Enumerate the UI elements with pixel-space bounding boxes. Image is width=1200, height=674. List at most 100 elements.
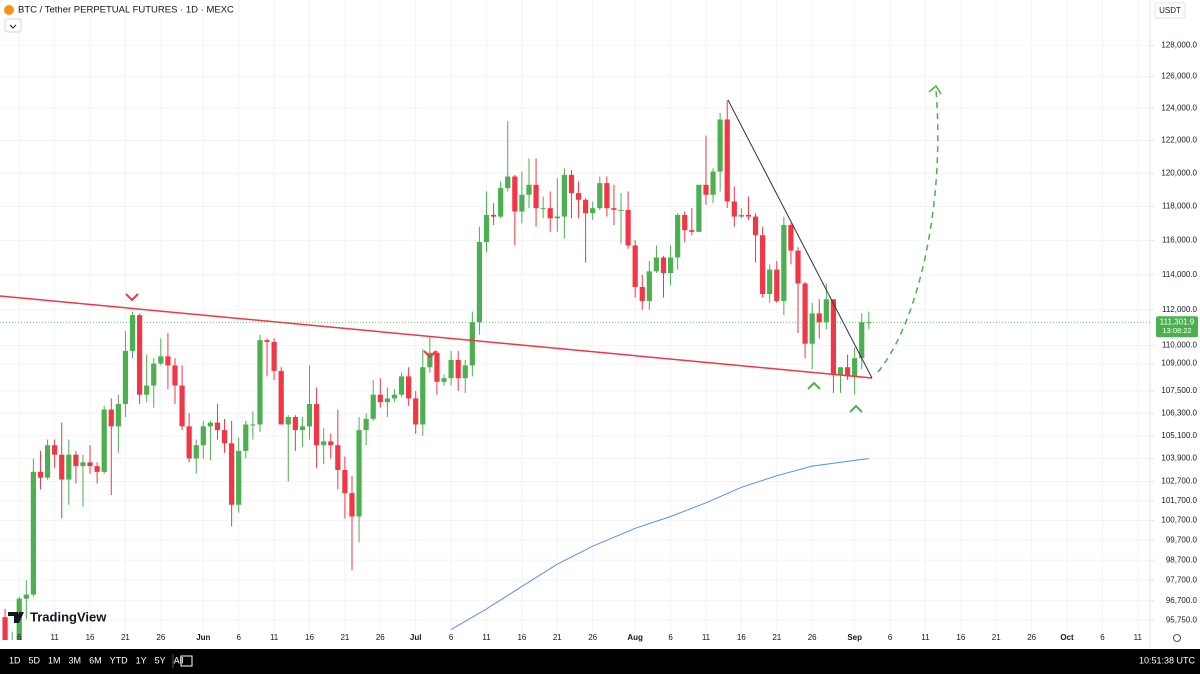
calendar-icon[interactable] bbox=[180, 655, 193, 667]
y-tick-label: 109,000.0 bbox=[1161, 359, 1197, 368]
candle-body bbox=[795, 250, 801, 284]
candle-body bbox=[745, 214, 752, 217]
range-button[interactable]: All bbox=[174, 655, 184, 665]
x-tick-label: 21 bbox=[340, 633, 349, 642]
range-button[interactable]: 5Y bbox=[155, 655, 166, 665]
coin-icon bbox=[4, 5, 14, 15]
candle-body bbox=[519, 194, 525, 212]
candle-body bbox=[207, 422, 213, 427]
currency: USDT bbox=[1159, 6, 1181, 15]
candle-body bbox=[859, 322, 865, 359]
candle-body bbox=[823, 299, 829, 323]
x-tick-label: 16 bbox=[956, 633, 965, 642]
x-tick-label: 11 bbox=[702, 633, 711, 642]
currency-button[interactable] bbox=[1154, 2, 1186, 19]
candle-body bbox=[802, 283, 808, 344]
x-tick-label: 11 bbox=[1134, 633, 1143, 642]
candle-body bbox=[703, 184, 709, 195]
candle-body bbox=[667, 257, 674, 274]
candle-body bbox=[483, 214, 490, 243]
x-tick-label: 6 bbox=[1100, 633, 1105, 642]
candle-body bbox=[73, 454, 79, 467]
black-trendline bbox=[727, 99, 873, 379]
range-button[interactable]: 1D bbox=[9, 655, 21, 665]
candle-body bbox=[214, 422, 221, 431]
candle-body bbox=[717, 119, 723, 172]
x-tick-label: 16 bbox=[737, 633, 746, 642]
y-tick-label: 106,300.0 bbox=[1161, 408, 1197, 417]
candle-body bbox=[186, 426, 192, 459]
candle-body bbox=[561, 174, 567, 217]
brand-logo: TradingView bbox=[8, 609, 107, 624]
range-button[interactable]: YTD bbox=[110, 655, 129, 665]
candle-body bbox=[731, 201, 737, 217]
candle-body bbox=[328, 441, 334, 446]
candle-body bbox=[866, 322, 872, 324]
countdown: 13:08:22 bbox=[1162, 326, 1191, 335]
collapse-button[interactable] bbox=[4, 18, 22, 33]
x-tick-label: 16 bbox=[305, 633, 314, 642]
brand: TradingView bbox=[30, 609, 107, 624]
x-tick-label: 26 bbox=[808, 633, 817, 642]
candle-body bbox=[625, 209, 631, 246]
red-trendline bbox=[0, 295, 873, 379]
candle-body bbox=[455, 359, 461, 379]
y-tick-label: 105,100.0 bbox=[1161, 431, 1197, 440]
x-tick-label: 26 bbox=[376, 633, 385, 642]
moving-average bbox=[450, 458, 869, 631]
range-button[interactable]: 1Y bbox=[136, 655, 147, 665]
y-tick-label: 96,700.0 bbox=[1166, 596, 1198, 605]
candle-body bbox=[476, 242, 483, 323]
x-tick-label: 6 bbox=[17, 633, 22, 642]
x-tick-label: 26 bbox=[156, 633, 165, 642]
candle-body bbox=[292, 416, 298, 431]
candle-body bbox=[590, 208, 596, 214]
clock: 10:51:38 UTC bbox=[1139, 655, 1196, 665]
range-button[interactable]: 3M bbox=[69, 655, 82, 665]
range-button[interactable]: 1M bbox=[48, 655, 61, 665]
range-button[interactable]: 5D bbox=[29, 655, 41, 665]
candle-body bbox=[533, 184, 539, 209]
candle-body bbox=[52, 445, 58, 455]
candle-body bbox=[526, 184, 532, 195]
candle-body bbox=[568, 174, 575, 194]
candle-body bbox=[547, 208, 553, 219]
x-tick-label: Jun bbox=[196, 633, 210, 642]
candle-body bbox=[278, 370, 284, 425]
candle-body bbox=[505, 176, 511, 189]
candle-body bbox=[498, 188, 504, 217]
candle-body bbox=[30, 471, 36, 595]
candle-body bbox=[512, 176, 518, 212]
candle-body bbox=[830, 299, 837, 375]
x-tick-label: 11 bbox=[50, 633, 59, 642]
y-tick-label: 112,000.0 bbox=[1162, 305, 1198, 314]
chart-title: BTC / Tether PERPETUAL FUTURES · 1D · ME… bbox=[18, 5, 234, 16]
chevron-icon bbox=[9, 24, 17, 29]
candle-body bbox=[597, 183, 603, 209]
y-tick-label: 122,000.0 bbox=[1161, 136, 1197, 145]
y-tick-label: 110,000.0 bbox=[1162, 341, 1198, 350]
candle-body bbox=[165, 356, 171, 366]
candle-body bbox=[257, 340, 263, 425]
candle-body bbox=[738, 214, 744, 217]
x-tick-label: 6 bbox=[668, 633, 673, 642]
candle-body bbox=[129, 315, 136, 351]
candle-body bbox=[469, 322, 475, 366]
candle-body bbox=[646, 271, 652, 302]
candle-body bbox=[221, 430, 228, 444]
candle-body bbox=[710, 171, 716, 195]
x-tick-label: 21 bbox=[772, 633, 781, 642]
y-tick-label: 95,750.0 bbox=[1166, 615, 1198, 624]
candle-body bbox=[271, 341, 277, 371]
last-price-box bbox=[1156, 316, 1198, 338]
settings-icon[interactable] bbox=[1173, 634, 1181, 642]
candle-body bbox=[115, 403, 121, 427]
x-tick-label: 16 bbox=[517, 633, 526, 642]
candle-body bbox=[101, 409, 107, 472]
candle-body bbox=[462, 365, 468, 379]
candle-body bbox=[349, 493, 355, 517]
range-button[interactable]: 6M bbox=[89, 655, 102, 665]
candle-body bbox=[158, 356, 164, 364]
